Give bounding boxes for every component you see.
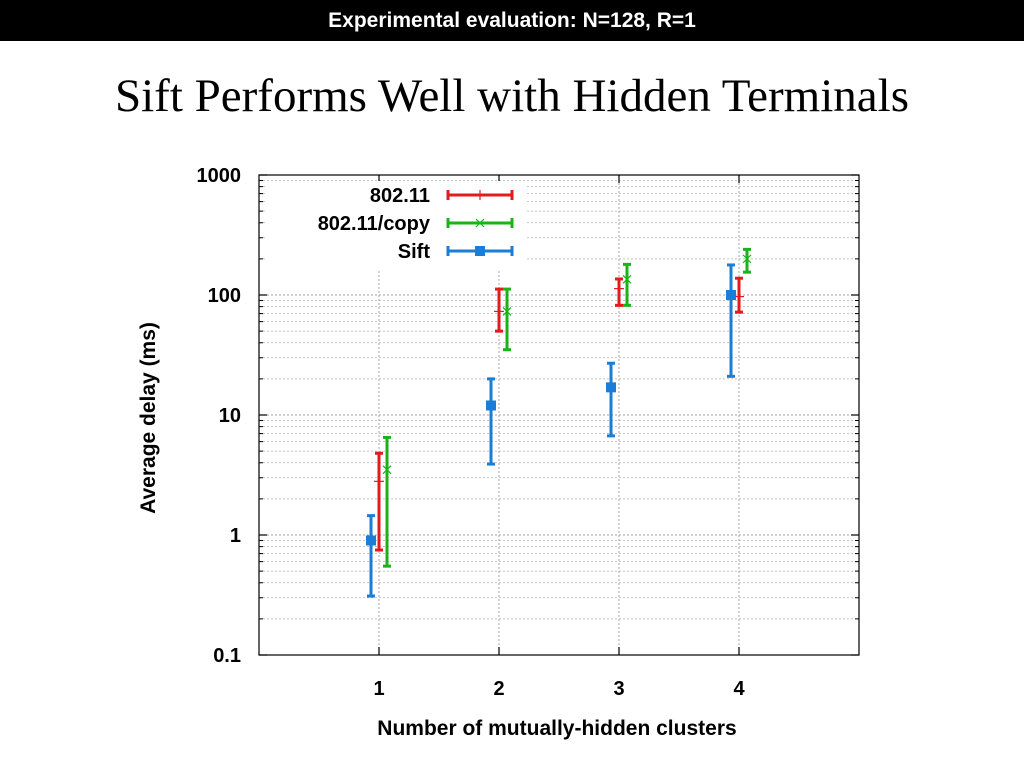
x-tick-label: 1 [373,678,384,700]
legend-marker [475,246,485,256]
legend-label: Sift [398,241,431,263]
series-802-11-copy [382,247,752,568]
x-tick-label: 4 [733,678,745,700]
y-tick-label: 10 [219,405,241,427]
data-point [614,283,624,294]
marker-stroke [502,306,512,316]
marker-stroke [382,465,392,475]
legend-label: 802.11 [370,185,430,207]
top-banner: Experimental evaluation: N=128, R=1 [0,0,1024,41]
x-tick-label: 2 [493,678,504,700]
y-axis-ticks: 0.1 1 10 100 1000 [197,165,242,667]
legend: 802.11 802.11/copy Sift [265,181,527,269]
data-point [726,290,736,300]
data-point [622,274,632,284]
y-tick-label: 0.1 [213,645,241,667]
plot-frame [258,174,860,656]
series-sift [366,263,736,598]
data-point [382,465,392,475]
marker-stroke [475,218,485,228]
data-point [606,382,616,393]
data-point [742,254,752,264]
legend-label: 802.11/copy [318,213,431,235]
legend-marker [475,190,485,200]
slide-title: Sift Performs Well with Hidden Terminals [114,70,910,122]
y-tick-label: 100 [208,285,241,307]
marker-stroke [742,254,752,264]
legend-marker [475,218,485,228]
data-point [494,306,504,317]
y-tick-label: 1000 [197,165,242,187]
y-axis-label: Average delay (ms) [137,322,160,514]
data-point [366,535,376,546]
x-axis-label: Number of mutually-hidden clusters [377,717,736,740]
x-tick-label: 3 [613,678,624,700]
data-point [486,400,496,411]
data-point [374,476,384,487]
series-802-11 [374,276,744,552]
data-point [502,306,512,316]
series-layer [366,247,752,598]
x-axis-ticks: 1 2 3 4 [373,678,745,700]
marker-stroke [622,274,632,284]
y-tick-label: 1 [230,525,241,547]
